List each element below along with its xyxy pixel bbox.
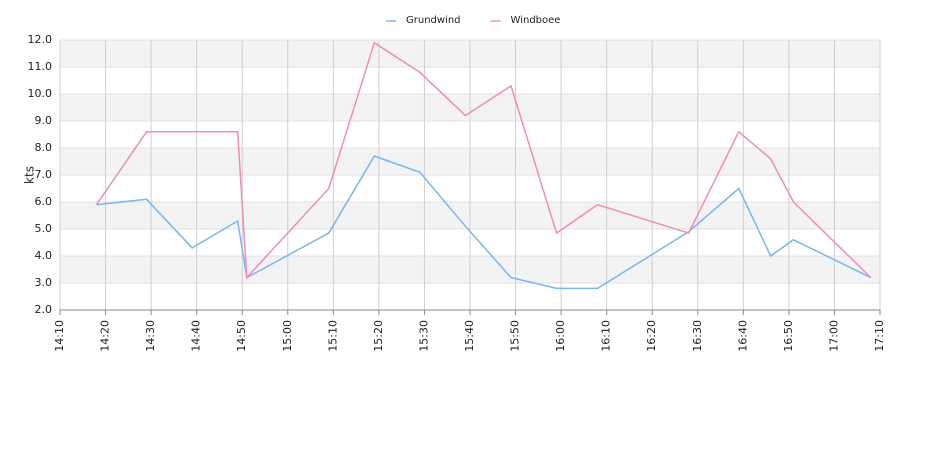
x-tick-label: 16:30 [691,320,704,352]
x-tick-label: 16:10 [600,320,613,352]
y-tick-label: 11.0 [28,60,53,73]
legend-label: Grundwind [406,15,461,26]
series-line [96,155,872,290]
x-tick-label: 14:10 [53,320,66,352]
x-tick-label: 17:00 [827,320,840,352]
y-tick-label: 4.0 [35,249,53,262]
x-tick-label: 15:40 [463,320,476,352]
y-tick-label: 7.0 [35,168,53,181]
x-tick-label: 15:30 [417,320,430,352]
x-tick-label: 15:50 [509,320,522,352]
y-tick-label: 3.0 [35,276,53,289]
y-tick-label: 2.0 [35,303,53,316]
x-tick-label: 15:10 [326,320,339,352]
y-tick-label: 6.0 [35,195,53,208]
y-tick-label: 10.0 [28,87,53,100]
y-tick-label: 9.0 [35,114,53,127]
x-tick-label: 15:00 [281,320,294,352]
x-tick-label: 14:40 [190,320,203,352]
y-tick-label: 8.0 [35,141,53,154]
x-tick-label: 16:50 [782,320,795,352]
x-tick-label: 16:40 [736,320,749,352]
x-tick-label: 14:20 [99,320,112,352]
x-tick-label: 16:00 [554,320,567,352]
x-tick-label: 14:50 [235,320,248,352]
y-tick-label: 5.0 [35,222,53,235]
y-tick-label: 12.0 [28,33,53,46]
x-tick-label: 15:20 [372,320,385,352]
series-line [95,41,872,280]
y-axis-label: kts [23,166,37,184]
x-tick-label: 14:30 [144,320,157,352]
legend-label: Windboee [511,15,561,26]
x-tick-label: 16:20 [645,320,658,352]
x-tick-label: 17:10 [873,320,886,352]
